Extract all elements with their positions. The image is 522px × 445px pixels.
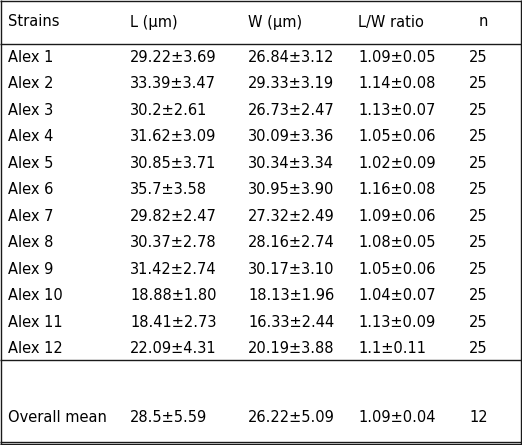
Text: 25: 25 bbox=[469, 209, 488, 224]
Text: W (μm): W (μm) bbox=[248, 15, 302, 29]
Text: 22.09±4.31: 22.09±4.31 bbox=[130, 341, 217, 356]
Text: Alex 7: Alex 7 bbox=[8, 209, 53, 224]
Text: 25: 25 bbox=[469, 182, 488, 197]
Text: 1.1±0.11: 1.1±0.11 bbox=[358, 341, 426, 356]
Text: 26.22±5.09: 26.22±5.09 bbox=[248, 410, 335, 425]
Text: 1.14±0.08: 1.14±0.08 bbox=[358, 76, 435, 91]
Text: 28.5±5.59: 28.5±5.59 bbox=[130, 410, 207, 425]
Text: Alex 9: Alex 9 bbox=[8, 262, 53, 277]
Text: 25: 25 bbox=[469, 129, 488, 144]
Text: Alex 4: Alex 4 bbox=[8, 129, 53, 144]
Text: 25: 25 bbox=[469, 262, 488, 277]
Text: 1.09±0.06: 1.09±0.06 bbox=[358, 209, 435, 224]
Text: 35.7±3.58: 35.7±3.58 bbox=[130, 182, 207, 197]
Text: 1.05±0.06: 1.05±0.06 bbox=[358, 129, 435, 144]
Text: 29.82±2.47: 29.82±2.47 bbox=[130, 209, 217, 224]
Text: Alex 6: Alex 6 bbox=[8, 182, 53, 197]
Text: Overall mean: Overall mean bbox=[8, 410, 107, 425]
Text: 1.09±0.05: 1.09±0.05 bbox=[358, 50, 435, 65]
Text: 33.39±3.47: 33.39±3.47 bbox=[130, 76, 216, 91]
Text: Alex 12: Alex 12 bbox=[8, 341, 63, 356]
Text: 30.09±3.36: 30.09±3.36 bbox=[248, 129, 334, 144]
Text: 1.08±0.05: 1.08±0.05 bbox=[358, 235, 435, 250]
Text: Strains: Strains bbox=[8, 15, 60, 29]
Text: 25: 25 bbox=[469, 156, 488, 171]
Text: 18.88±1.80: 18.88±1.80 bbox=[130, 288, 217, 303]
Text: 30.95±3.90: 30.95±3.90 bbox=[248, 182, 335, 197]
Text: 18.41±2.73: 18.41±2.73 bbox=[130, 315, 217, 330]
Text: 30.37±2.78: 30.37±2.78 bbox=[130, 235, 217, 250]
Text: Alex 1: Alex 1 bbox=[8, 50, 53, 65]
Text: 1.13±0.09: 1.13±0.09 bbox=[358, 315, 435, 330]
Text: 28.16±2.74: 28.16±2.74 bbox=[248, 235, 335, 250]
Text: L/W ratio: L/W ratio bbox=[358, 15, 424, 29]
Text: 1.05±0.06: 1.05±0.06 bbox=[358, 262, 435, 277]
Text: Alex 8: Alex 8 bbox=[8, 235, 53, 250]
Text: 25: 25 bbox=[469, 315, 488, 330]
Text: 1.13±0.07: 1.13±0.07 bbox=[358, 103, 435, 118]
Text: 25: 25 bbox=[469, 76, 488, 91]
Text: Alex 11: Alex 11 bbox=[8, 315, 63, 330]
Text: 26.84±3.12: 26.84±3.12 bbox=[248, 50, 335, 65]
Text: Alex 3: Alex 3 bbox=[8, 103, 53, 118]
Text: 18.13±1.96: 18.13±1.96 bbox=[248, 288, 334, 303]
Text: 1.09±0.04: 1.09±0.04 bbox=[358, 410, 435, 425]
Text: 25: 25 bbox=[469, 235, 488, 250]
Text: L (μm): L (μm) bbox=[130, 15, 177, 29]
Text: 25: 25 bbox=[469, 50, 488, 65]
Text: 30.34±3.34: 30.34±3.34 bbox=[248, 156, 334, 171]
Text: 29.22±3.69: 29.22±3.69 bbox=[130, 50, 217, 65]
Text: 31.42±2.74: 31.42±2.74 bbox=[130, 262, 217, 277]
Text: 30.2±2.61: 30.2±2.61 bbox=[130, 103, 207, 118]
Text: Alex 10: Alex 10 bbox=[8, 288, 63, 303]
Text: 20.19±3.88: 20.19±3.88 bbox=[248, 341, 335, 356]
Text: 25: 25 bbox=[469, 103, 488, 118]
Text: 31.62±3.09: 31.62±3.09 bbox=[130, 129, 217, 144]
Text: 30.17±3.10: 30.17±3.10 bbox=[248, 262, 335, 277]
Text: 29.33±3.19: 29.33±3.19 bbox=[248, 76, 334, 91]
Text: 25: 25 bbox=[469, 341, 488, 356]
Text: 25: 25 bbox=[469, 288, 488, 303]
Text: 1.04±0.07: 1.04±0.07 bbox=[358, 288, 436, 303]
Text: 12: 12 bbox=[469, 410, 488, 425]
Text: 1.02±0.09: 1.02±0.09 bbox=[358, 156, 436, 171]
Text: 26.73±2.47: 26.73±2.47 bbox=[248, 103, 335, 118]
Text: n: n bbox=[479, 15, 488, 29]
Text: 1.16±0.08: 1.16±0.08 bbox=[358, 182, 435, 197]
Text: Alex 2: Alex 2 bbox=[8, 76, 53, 91]
Text: 16.33±2.44: 16.33±2.44 bbox=[248, 315, 334, 330]
Text: 27.32±2.49: 27.32±2.49 bbox=[248, 209, 335, 224]
Text: 30.85±3.71: 30.85±3.71 bbox=[130, 156, 217, 171]
Text: Alex 5: Alex 5 bbox=[8, 156, 53, 171]
